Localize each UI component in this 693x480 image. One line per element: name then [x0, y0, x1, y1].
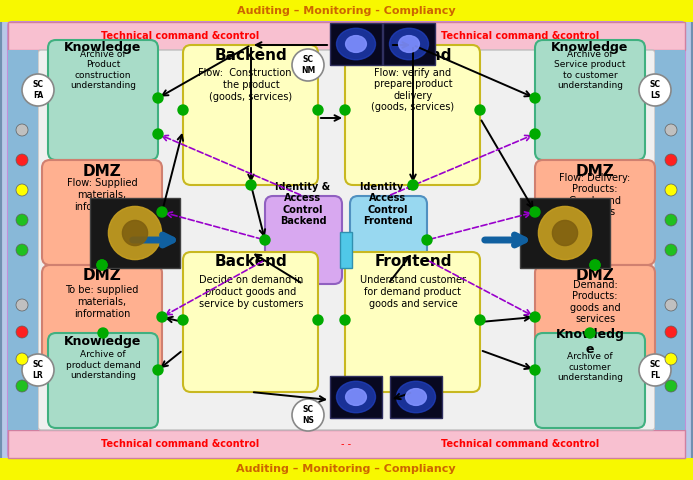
FancyBboxPatch shape [390, 376, 442, 418]
Text: SC
FA: SC FA [33, 80, 44, 100]
Text: Auditing – Monitoring – Compliancy: Auditing – Monitoring – Compliancy [236, 464, 456, 474]
FancyBboxPatch shape [90, 198, 180, 268]
Circle shape [665, 380, 677, 392]
Circle shape [16, 326, 28, 338]
Ellipse shape [389, 28, 428, 60]
FancyBboxPatch shape [8, 22, 685, 458]
FancyBboxPatch shape [535, 160, 655, 265]
Text: Frontend: Frontend [374, 254, 452, 269]
Circle shape [178, 105, 188, 115]
Circle shape [585, 328, 595, 338]
Circle shape [246, 180, 256, 190]
FancyBboxPatch shape [42, 265, 162, 370]
Text: Decide on demand in
product goods and
service by customers: Decide on demand in product goods and se… [199, 276, 304, 309]
FancyBboxPatch shape [655, 50, 685, 430]
Circle shape [475, 105, 485, 115]
Circle shape [665, 214, 677, 226]
Text: SC
FL: SC FL [649, 360, 660, 380]
Circle shape [16, 353, 28, 365]
Text: DMZ: DMZ [82, 165, 121, 180]
FancyBboxPatch shape [48, 40, 158, 160]
Circle shape [157, 312, 167, 322]
Circle shape [590, 260, 600, 270]
FancyBboxPatch shape [183, 252, 318, 392]
Text: Frontend: Frontend [374, 48, 452, 62]
Circle shape [665, 154, 677, 166]
Circle shape [665, 299, 677, 311]
FancyBboxPatch shape [48, 333, 158, 428]
Circle shape [157, 207, 167, 217]
Ellipse shape [337, 28, 376, 60]
Circle shape [552, 220, 577, 246]
Text: Identity &
Access
Control
Backend: Identity & Access Control Backend [275, 181, 331, 227]
Text: SC
LS: SC LS [649, 80, 660, 100]
Text: - -: - - [341, 31, 351, 41]
Ellipse shape [398, 36, 419, 52]
FancyBboxPatch shape [8, 22, 685, 50]
FancyBboxPatch shape [265, 196, 342, 284]
Circle shape [123, 220, 148, 246]
FancyBboxPatch shape [535, 40, 645, 160]
Circle shape [260, 235, 270, 245]
Text: SC
NM: SC NM [301, 55, 315, 75]
Text: Demand:
Products:
goods and
services: Demand: Products: goods and services [570, 279, 620, 324]
FancyBboxPatch shape [330, 376, 382, 418]
Circle shape [665, 184, 677, 196]
FancyBboxPatch shape [8, 430, 685, 458]
Text: Backend: Backend [215, 48, 288, 62]
Circle shape [153, 365, 163, 375]
Text: Technical command &control: Technical command &control [101, 439, 259, 449]
FancyBboxPatch shape [0, 458, 693, 480]
Circle shape [665, 124, 677, 136]
Text: Technical command &control: Technical command &control [101, 31, 259, 41]
Ellipse shape [346, 36, 367, 52]
FancyBboxPatch shape [330, 23, 382, 65]
Text: Flow: Supplied
materials,
information: Flow: Supplied materials, information [67, 179, 137, 212]
FancyBboxPatch shape [535, 265, 655, 370]
Circle shape [22, 74, 54, 106]
Circle shape [475, 315, 485, 325]
Circle shape [422, 235, 432, 245]
Circle shape [22, 354, 54, 386]
Text: Archive of
customer
understanding: Archive of customer understanding [557, 352, 623, 382]
Ellipse shape [346, 389, 367, 406]
Circle shape [16, 380, 28, 392]
Circle shape [16, 214, 28, 226]
Circle shape [16, 124, 28, 136]
Circle shape [178, 315, 188, 325]
Circle shape [153, 129, 163, 139]
Circle shape [313, 105, 323, 115]
Text: Technical command &control: Technical command &control [441, 31, 599, 41]
Circle shape [97, 260, 107, 270]
Text: Flow: Delivery:
Products:
Goods and
services: Flow: Delivery: Products: Goods and serv… [559, 173, 631, 217]
Circle shape [590, 260, 600, 270]
Circle shape [665, 353, 677, 365]
Text: DMZ: DMZ [576, 165, 615, 180]
FancyBboxPatch shape [345, 252, 480, 392]
Circle shape [16, 184, 28, 196]
Ellipse shape [337, 381, 376, 413]
Text: DMZ: DMZ [576, 267, 615, 283]
FancyBboxPatch shape [350, 196, 427, 284]
Circle shape [313, 315, 323, 325]
Circle shape [530, 93, 540, 103]
FancyBboxPatch shape [8, 50, 38, 430]
FancyBboxPatch shape [345, 45, 480, 185]
Circle shape [98, 328, 108, 338]
Circle shape [16, 244, 28, 256]
Circle shape [16, 299, 28, 311]
Text: Flow:  Construction of
the product
(goods, services): Flow: Construction of the product (goods… [198, 68, 304, 102]
Text: Archive of
Product
construction
understanding: Archive of Product construction understa… [70, 50, 136, 90]
Text: Knowledge: Knowledge [64, 336, 141, 348]
Ellipse shape [405, 389, 426, 406]
Circle shape [530, 312, 540, 322]
Text: Understand customer
for demand product
goods and service: Understand customer for demand product g… [360, 276, 466, 309]
Circle shape [408, 180, 418, 190]
FancyBboxPatch shape [520, 198, 610, 268]
Text: Auditing – Monitoring - Compliancy: Auditing – Monitoring - Compliancy [237, 6, 455, 16]
Text: Knowledg
e: Knowledg e [556, 328, 624, 356]
Text: Knowledge: Knowledge [64, 41, 141, 55]
FancyBboxPatch shape [38, 50, 655, 430]
Circle shape [97, 260, 107, 270]
